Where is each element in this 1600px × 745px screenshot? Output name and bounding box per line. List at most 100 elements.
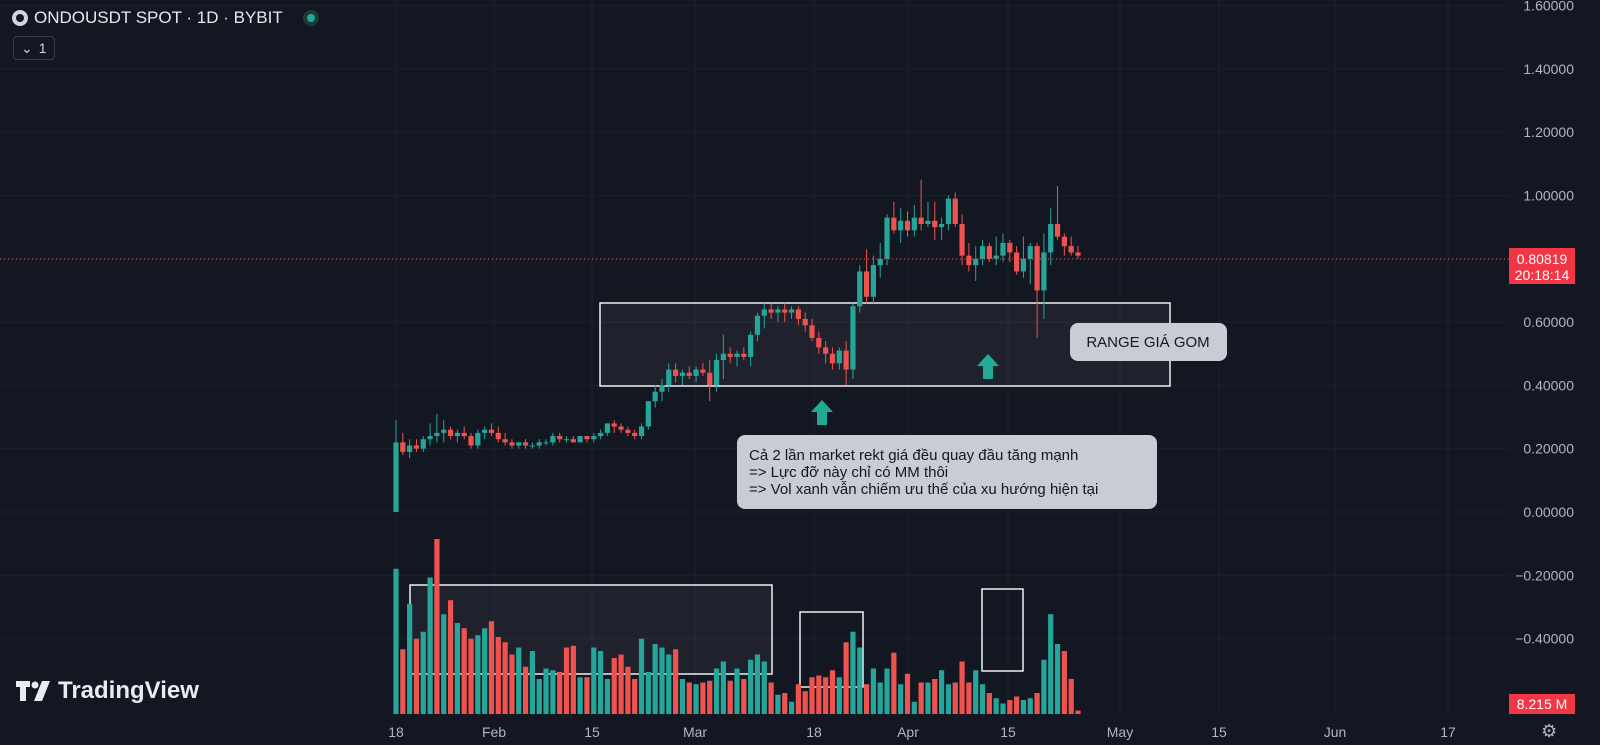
price-axis[interactable]: 1.60000 1.40000 1.20000 1.00000 0.60000 0.400… [1515,0,1574,647]
candle [679,369,686,386]
volume-bar [502,642,508,714]
candle [1068,236,1074,256]
volume-bar [775,694,781,714]
candle [891,201,897,234]
volume-bar [413,638,420,714]
volume-bar [598,651,604,714]
volume-bar [645,672,651,714]
candle [618,423,624,433]
volume-bar [870,668,876,714]
volume-bar [611,658,617,714]
candle [461,426,467,440]
candle [952,192,958,228]
chart-grid [0,0,1509,715]
volume-bar [850,631,856,714]
candle [1075,246,1081,259]
candle [645,401,651,430]
volume-bar [966,682,972,714]
time-tick-label: May [1107,724,1133,740]
candle [666,363,672,392]
volume-bar [802,691,808,714]
volume-bar [788,701,795,714]
candle [748,331,754,367]
candle [434,413,440,443]
candle [400,432,406,456]
volume-bar [1007,700,1013,714]
candle [823,341,829,364]
candle [625,426,631,437]
volume-bar [563,647,570,714]
volume-bar [748,659,754,714]
gear-icon[interactable]: ⚙ [1541,721,1558,741]
price-tick-label: 0.20000 [1523,441,1574,457]
volume-bar [700,682,706,714]
volume-bar [604,679,611,714]
volume-bar [829,670,836,714]
price-tick-label: −0.20000 [1515,567,1574,583]
symbol-header[interactable]: ONDOUSDT SPOT · 1D · BYBIT [12,8,319,28]
candle [420,436,426,452]
volume-bar [393,568,399,714]
candle [918,179,924,231]
candle [720,334,726,380]
time-axis[interactable]: 18 Feb 15 Mar 18 Apr 15 May 15 Jun 17 [388,724,1456,740]
candle [475,429,481,449]
volume-bar [713,668,720,714]
candle [795,306,801,326]
watermark-text: TradingView [58,677,199,704]
note-line-3: => Vol xanh vẫn chiếm ưu thế của xu hướn… [749,481,1098,498]
candle [522,439,529,449]
candle [563,436,570,443]
chevron-down-icon: ⌄ [21,39,33,56]
candle [973,246,979,281]
volume-bar [918,682,924,714]
volume-bar [1048,614,1054,714]
time-tick-label: 17 [1440,724,1456,740]
volume-bar [482,628,488,714]
volume-bar [461,628,467,714]
volume-bar [632,679,638,714]
volume-bar [1068,679,1074,714]
candle [754,312,761,342]
volume-bar [768,682,774,714]
volume-bar [932,679,938,714]
volume-bar [754,654,761,714]
volume-bar [1000,703,1006,714]
volume-bar [973,670,979,714]
volume-bar [400,649,406,714]
candle [1054,186,1061,240]
tradingview-watermark: TradingView [16,677,199,705]
volume-bar [618,654,624,714]
candle [829,347,836,370]
candle [550,432,556,446]
note-line-2: => Lực đỡ này chỉ có MM thôi [749,464,948,481]
volume-bar [884,668,890,714]
candle [700,363,706,376]
candle [775,306,781,323]
candle [488,423,495,437]
candle [584,436,590,443]
candle [713,353,720,392]
candle [1061,233,1067,256]
candle [516,442,522,449]
candle [591,432,597,443]
volume-bar [468,638,474,714]
volume-bar [673,649,679,714]
indicator-collapse-button[interactable]: ⌄ 1 [13,36,55,60]
volume-bar [761,661,767,714]
volume-bar [1034,693,1040,714]
volume-bar [945,684,952,714]
volume-value-tag [1509,694,1575,714]
volume-bar [734,668,740,714]
current-price-value: 0.80819 [1517,251,1568,267]
candle [1041,233,1047,319]
candle [959,214,965,266]
volume-bar [1020,700,1027,714]
candle [727,347,733,364]
time-tick-label: 15 [1211,724,1227,740]
market-status-icon[interactable] [302,10,319,26]
volume-bar [857,647,863,714]
candle [468,432,474,449]
candle [802,312,808,332]
